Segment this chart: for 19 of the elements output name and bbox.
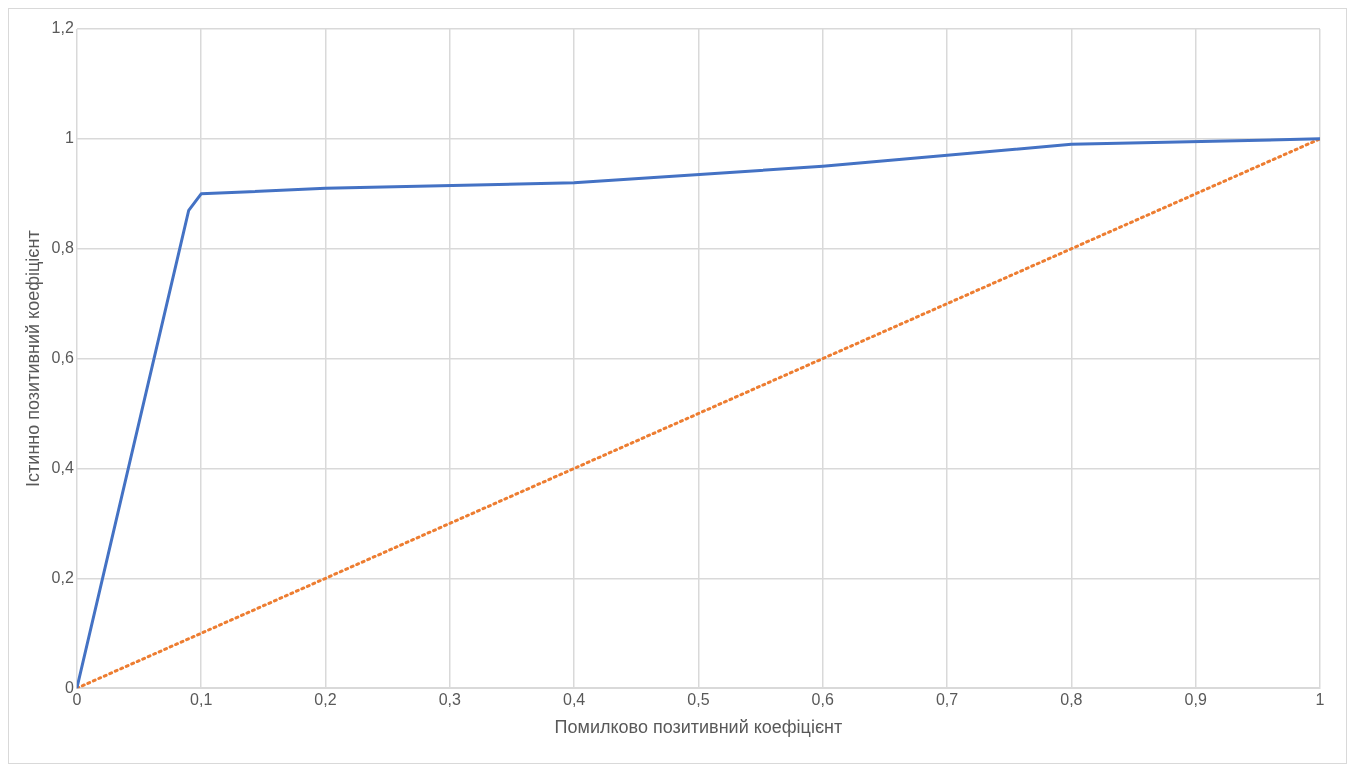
x-tick-label: 0,9 xyxy=(1184,691,1207,709)
x-tick-label: 0,8 xyxy=(1060,691,1083,709)
x-tick-label: 0,1 xyxy=(190,691,213,709)
x-tick-label: 0,6 xyxy=(811,691,834,709)
x-tick-label: 0,3 xyxy=(438,691,462,709)
y-tick-label: 0,8 xyxy=(51,239,74,257)
x-tick-label: 0,7 xyxy=(935,691,959,709)
y-axis-title: Істинно позитивний коефіцієнт xyxy=(22,230,43,487)
x-tick-label: 0,2 xyxy=(314,691,337,709)
y-tick-label: 0,2 xyxy=(51,568,74,586)
y-tick-label: 1 xyxy=(64,129,74,147)
x-tick-label: 0,4 xyxy=(562,691,586,709)
x-tick-label: 0,5 xyxy=(687,691,710,709)
x-tick-label: 1 xyxy=(1315,691,1325,709)
y-tick-label: 0 xyxy=(64,678,74,696)
y-tick-label: 0,6 xyxy=(51,349,74,367)
x-axis-title: Помилково позитивний коефіцієнт xyxy=(554,717,843,738)
y-tick-label: 1,2 xyxy=(51,19,74,37)
y-tick-label: 0,4 xyxy=(51,458,74,476)
